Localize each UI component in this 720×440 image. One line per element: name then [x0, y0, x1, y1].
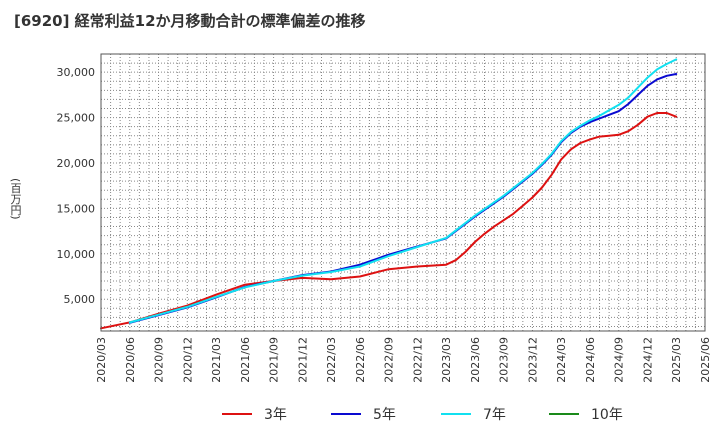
x-tick-label: 2022/06: [354, 337, 367, 383]
y-tick-label: 5,000: [64, 293, 96, 306]
x-tick-label: 2021/09: [268, 337, 281, 383]
grid-lines: [101, 54, 705, 331]
x-tick-label: 2023/03: [440, 337, 453, 383]
y-tick-label: 10,000: [57, 248, 96, 261]
x-tick-label: 2021/06: [239, 337, 252, 383]
x-tick-label: 2020/06: [124, 337, 137, 383]
x-tick-label: 2024/06: [584, 337, 597, 383]
plot-background: [101, 54, 705, 331]
x-tick-label: 2021/03: [210, 337, 223, 383]
x-tick-labels: 2020/03 2020/06 2020/09 2020/12 2021/03 2021/…: [95, 337, 712, 383]
y-tick-label: 30,000: [57, 66, 96, 79]
legend-label: 5年: [373, 407, 396, 423]
chart-title: [6920] 経常利益12か月移動合計の標準偏差の推移: [14, 12, 366, 30]
y-tick-label: 25,000: [57, 112, 96, 125]
legend-label: 10年: [591, 407, 623, 423]
legend: 3年 5年 7年 10年: [222, 407, 623, 423]
x-tick-label: 2020/12: [181, 337, 194, 383]
x-tick-label: 2020/09: [153, 337, 166, 383]
series-lines: [100, 58, 678, 330]
x-tick-label: 2025/06: [699, 337, 712, 383]
x-tick-label: 2022/12: [411, 337, 424, 383]
x-tick-label: 2021/12: [296, 337, 309, 383]
x-tick-label: 2025/03: [670, 337, 683, 383]
x-tick-label: 2024/03: [555, 337, 568, 383]
x-tick-label: 2024/09: [613, 337, 626, 383]
legend-label: 7年: [483, 407, 506, 423]
series-line-3: [128, 58, 678, 324]
x-tick-label: 2022/09: [383, 337, 396, 383]
x-tick-label: 2024/12: [641, 337, 654, 383]
y-tick-label: 20,000: [57, 157, 96, 170]
x-tick-label: 2023/09: [498, 337, 511, 383]
x-tick-label: 2023/06: [469, 337, 482, 383]
x-tick-label: 2022/03: [325, 337, 338, 383]
y-tick-labels: 5,000 10,000 15,000 20,000 25,000 30,000: [57, 66, 96, 306]
y-tick-label: 15,000: [57, 202, 96, 215]
y-axis-label: (百万円): [9, 178, 22, 220]
legend-label: 3年: [264, 407, 287, 423]
plot-frame: [100, 53, 706, 332]
x-tick-label: 2023/12: [526, 337, 539, 383]
x-tick-label: 2020/03: [95, 337, 108, 383]
